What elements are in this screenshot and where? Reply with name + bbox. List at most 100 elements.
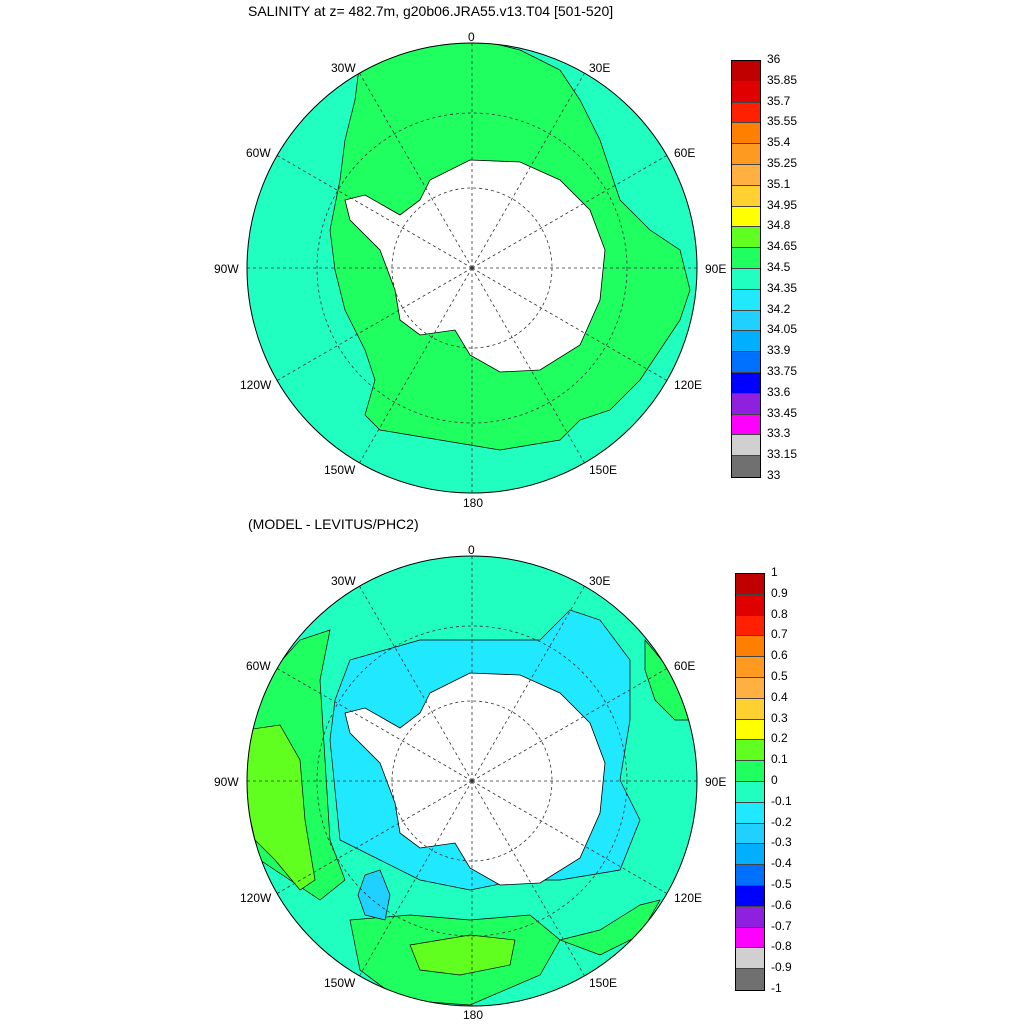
panel-2-lon-180: 180 bbox=[463, 1008, 484, 1022]
panel-2-colorbar-label: 0.7 bbox=[771, 627, 788, 642]
panel-2-graticule bbox=[247, 556, 697, 1006]
panel-2-colorbar-label: 0.6 bbox=[771, 648, 788, 663]
panel-1-colorbar-cell bbox=[732, 372, 760, 394]
panel-2-lon-90w: 90W bbox=[214, 775, 239, 789]
panel-2-colorbar-cell bbox=[736, 740, 764, 762]
panel-2-band-0.1-southeast bbox=[558, 899, 661, 956]
panel-2-colorbar-cell bbox=[736, 574, 764, 595]
panel-2-colorbar-cell bbox=[736, 636, 764, 658]
panel-1-colorbar-cell bbox=[732, 206, 760, 228]
panel-1-lon-0: 0 bbox=[468, 30, 475, 44]
panel-2-colorbar-cell bbox=[736, 865, 764, 886]
panel-2-colorbar-label: -0.5 bbox=[771, 877, 792, 891]
panel-1-colorbar-cell bbox=[732, 331, 760, 353]
panel-1-colorbar-label: 35.55 bbox=[767, 114, 798, 129]
panel-1-colorbar-label: 35.25 bbox=[767, 156, 798, 170]
panel-2-colorbar-cell bbox=[736, 719, 764, 741]
panel-2-colorbar-label: -0.4 bbox=[771, 856, 792, 871]
panel-2-colorbar-label: 0.8 bbox=[771, 606, 788, 621]
panel-1-colorbar-label: 33.45 bbox=[767, 405, 798, 420]
panel-2-lon-30w: 30W bbox=[331, 574, 356, 588]
panel-1-colorbar-cell bbox=[732, 185, 760, 207]
panel-1-colorbar-label: 34.2 bbox=[767, 301, 791, 316]
panel-2-colorbar-cell bbox=[736, 781, 764, 803]
panel-1-colorbar-cell bbox=[732, 289, 760, 311]
panel-2-colorbar-cell bbox=[736, 844, 764, 866]
panel-1-colorbar-label: 33.3 bbox=[767, 426, 791, 441]
panel-1-colorbar-label: 36 bbox=[767, 52, 781, 66]
panel-1-map-boundary bbox=[246, 42, 698, 494]
panel-1-lon-90w: 90W bbox=[214, 262, 239, 276]
panel-2-lon-150e: 150E bbox=[589, 976, 618, 990]
panel-1-colorbar bbox=[731, 60, 761, 478]
panel-2-colorbar-cell bbox=[736, 948, 764, 970]
panel-1-colorbar-label: 33 bbox=[767, 468, 781, 482]
panel-1-lon-30w: 30W bbox=[331, 61, 356, 75]
panel-2-colorbar-label: 0.9 bbox=[771, 585, 788, 600]
panel-1-colorbar-label: 34.95 bbox=[767, 197, 798, 212]
panel-1-lon-120w: 120W bbox=[240, 378, 272, 392]
panel-2-lon-60w: 60W bbox=[246, 659, 271, 673]
panel-2-colorbar-cell bbox=[736, 906, 764, 928]
panel-2-band-minus-0.2 bbox=[357, 869, 391, 921]
panel-1-colorbar-label: 33.15 bbox=[767, 447, 798, 462]
panel-2-colorbar-label: -0.3 bbox=[771, 835, 792, 850]
panel-1-lon-60w: 60W bbox=[246, 146, 271, 160]
panel-1-lon-150w: 150W bbox=[324, 463, 356, 477]
panel-1-colorbar-cell bbox=[732, 456, 760, 477]
panel-2-lon-0: 0 bbox=[468, 543, 475, 557]
panel-2-colorbar-label: -0.6 bbox=[771, 897, 792, 912]
panel-2-lon-90e: 90E bbox=[705, 775, 727, 789]
panel-1-colorbar-label: 35.4 bbox=[767, 135, 791, 150]
panel-1-colorbar-cell bbox=[732, 123, 760, 145]
panel-2-antarctica bbox=[344, 672, 606, 886]
panel-2-map-boundary bbox=[246, 555, 698, 1007]
panel-2-colorbar-label: 0.5 bbox=[771, 669, 788, 683]
panel-2-colorbar-cell bbox=[736, 677, 764, 699]
panel-2-colorbar-label: 0.3 bbox=[771, 710, 788, 725]
panel-2-colorbar-label: 0.4 bbox=[771, 689, 788, 704]
panel-1-colorbar-label: 35.7 bbox=[767, 93, 791, 108]
panel-2-colorbar-label: 0.1 bbox=[771, 752, 788, 767]
panel-2-colorbar-label: -1 bbox=[771, 981, 782, 995]
panel-1-antarctica bbox=[344, 159, 606, 373]
panel-2-lon-120e: 120E bbox=[674, 891, 703, 905]
panel-2-colorbar-label: -0.8 bbox=[771, 939, 792, 954]
panel-2-colorbar-label: -0.1 bbox=[771, 793, 792, 808]
panel-2-colorbar-label: 0 bbox=[771, 773, 778, 787]
panel-1-colorbar-cell bbox=[732, 393, 760, 415]
panel-1-colorbar-label: 33.9 bbox=[767, 343, 791, 358]
panel-1-colorbar-cell bbox=[732, 435, 760, 457]
panel-2-colorbar-cell bbox=[736, 802, 764, 824]
panel-2-title: (MODEL - LEVITUS/PHC2) bbox=[248, 516, 419, 532]
panel-2-colorbar-label: -0.2 bbox=[771, 814, 792, 829]
panel-1-graticule bbox=[247, 43, 697, 493]
panel-2-colorbar-cell bbox=[736, 761, 764, 782]
panel-1-colorbar-cell bbox=[732, 227, 760, 249]
panel-1-colorbar-label: 35.1 bbox=[767, 176, 791, 191]
panel-1-lon-150e: 150E bbox=[589, 463, 618, 477]
panel-1-colorbar-cell bbox=[732, 81, 760, 103]
panel-1-colorbar-cell bbox=[732, 268, 760, 290]
panel-1-lon-90e: 90E bbox=[705, 262, 727, 276]
panel-2-colorbar-cell bbox=[736, 615, 764, 637]
panel-2-colorbar-cell bbox=[736, 927, 764, 949]
panel-2-colorbar-label: -0.9 bbox=[771, 960, 792, 975]
panel-1-colorbar-cell bbox=[732, 352, 760, 373]
panel-1-colorbar-label: 34.35 bbox=[767, 280, 798, 295]
panel-1-colorbar-label: 33.75 bbox=[767, 364, 798, 378]
panel-1-colorbar-cell bbox=[732, 144, 760, 165]
panel-1-colorbar-cell bbox=[732, 61, 760, 82]
panel-2-colorbar-label: 1 bbox=[771, 565, 778, 579]
panel-1-colorbar-label: 34.65 bbox=[767, 239, 798, 254]
panel-1-colorbar-label: 33.6 bbox=[767, 384, 791, 399]
panel-1-colorbar-label: 34.8 bbox=[767, 218, 791, 233]
panel-1-lon-120e: 120E bbox=[674, 378, 703, 392]
panel-2-colorbar-cell bbox=[736, 698, 764, 720]
panel-2-colorbar-label: -0.7 bbox=[771, 918, 792, 933]
panel-2-colorbar-cell bbox=[736, 594, 764, 616]
panel-2-lon-60e: 60E bbox=[674, 659, 696, 673]
panel-2-band-0.2-south bbox=[409, 934, 516, 976]
panel-1-colorbar-cell bbox=[732, 248, 760, 269]
